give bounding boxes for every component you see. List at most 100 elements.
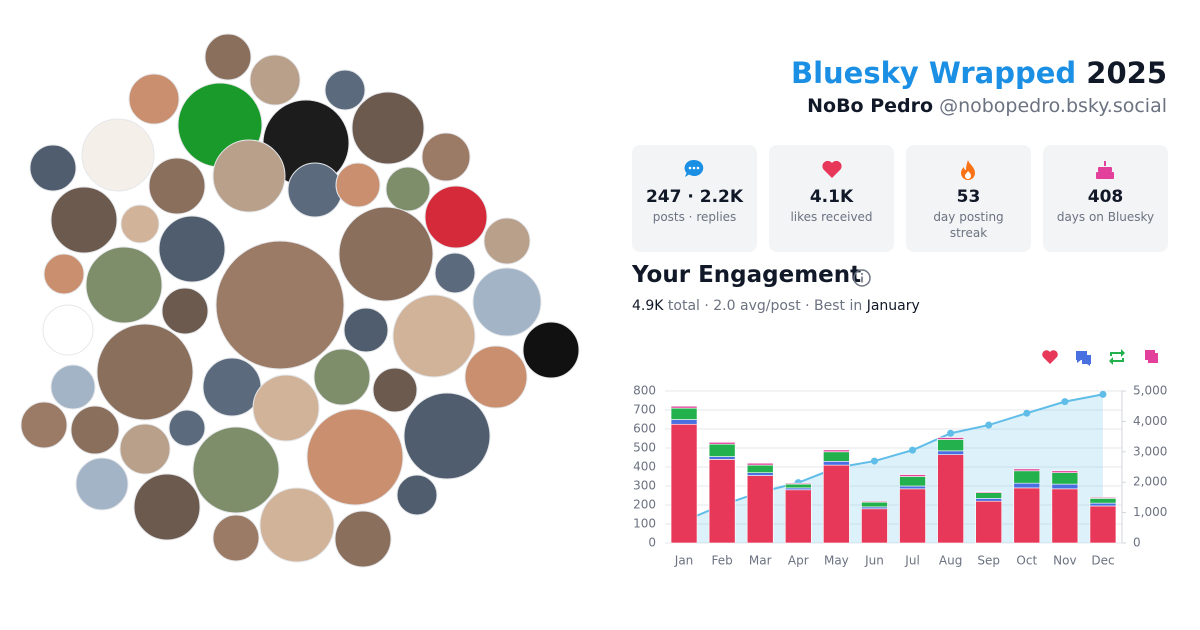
bar-segment xyxy=(746,462,774,466)
bar-segment xyxy=(937,439,964,452)
info-icon[interactable] xyxy=(852,268,872,288)
avatar xyxy=(334,510,392,568)
stat-value: 408 xyxy=(1087,187,1124,207)
summary: total · 2.0 avg/post · Best in xyxy=(667,298,863,314)
engagement-summary: 4.9K total · 2.0 avg/post · Best in Janu… xyxy=(632,298,920,314)
point xyxy=(1061,398,1069,406)
avatar xyxy=(421,132,471,182)
y2-tick-label: 3,000 xyxy=(1133,444,1167,458)
y-tick-label: 400 xyxy=(633,460,656,474)
title: Bluesky Wrapped 2025 xyxy=(791,56,1167,90)
avatar xyxy=(372,367,418,413)
total: 4.9K xyxy=(632,298,664,314)
stat-card: 408 days on Bluesky xyxy=(1043,145,1168,252)
bar-segment xyxy=(784,489,812,544)
x-tick-label: Oct xyxy=(1016,554,1037,568)
bar-segment xyxy=(1013,482,1041,489)
point xyxy=(985,421,993,429)
avatar xyxy=(464,345,528,409)
y-tick-label: 0 xyxy=(648,536,656,550)
bar-segment xyxy=(861,508,888,544)
stat-label: likes received xyxy=(790,210,873,224)
bar-segment xyxy=(746,472,774,476)
bar-segment xyxy=(1089,502,1117,507)
avatar xyxy=(343,307,389,353)
avatar xyxy=(128,73,180,125)
bar-segment xyxy=(1089,498,1117,504)
x-tick-label: Dec xyxy=(1091,554,1114,568)
x-tick-label: Sep xyxy=(977,554,1000,568)
bar-segment xyxy=(899,476,926,487)
avatar xyxy=(313,348,371,406)
bar-segment xyxy=(670,407,698,420)
legend-item[interactable] xyxy=(1109,349,1125,365)
y-tick-label: 200 xyxy=(633,498,656,512)
bar-segment xyxy=(937,454,964,544)
avatar xyxy=(204,33,252,81)
section-title: Your Engagement xyxy=(632,262,862,288)
avatar xyxy=(385,166,431,212)
avatar xyxy=(133,473,201,541)
avatar xyxy=(75,457,129,511)
bar-segment xyxy=(823,460,850,466)
y2-tick-label: 1,000 xyxy=(1133,505,1167,519)
best-month: January xyxy=(866,298,920,314)
avatar xyxy=(472,267,542,337)
bar-segment xyxy=(975,491,1003,493)
point xyxy=(909,446,917,454)
x-tick-label: Jan xyxy=(674,554,694,568)
legend-icon xyxy=(1109,349,1125,365)
y-tick-label: 100 xyxy=(633,517,656,531)
avatar xyxy=(85,246,163,324)
y2-tick-label: 5,000 xyxy=(1133,384,1167,398)
avatar xyxy=(252,374,320,442)
bar-segment xyxy=(899,474,926,477)
point xyxy=(947,429,955,437)
bar-segment xyxy=(1013,487,1041,544)
stat-card: 247 · 2.2K posts · replies xyxy=(632,145,757,252)
stat-card: 4.1K likes received xyxy=(769,145,894,252)
icon xyxy=(684,159,704,177)
bar-segment xyxy=(1051,472,1079,485)
avatar xyxy=(335,162,381,208)
bar-segment xyxy=(708,443,736,457)
y2-tick-label: 4,000 xyxy=(1133,414,1167,428)
avatar xyxy=(483,217,531,265)
avatar xyxy=(70,405,120,455)
avatar xyxy=(43,253,85,295)
avatar xyxy=(306,408,404,506)
avatar xyxy=(50,186,118,254)
avatar xyxy=(96,323,194,421)
bar-segment xyxy=(1089,497,1117,499)
legend-item[interactable] xyxy=(1076,351,1091,366)
stat-card: 53 day posting streak xyxy=(906,145,1031,252)
bar-segment xyxy=(1051,470,1079,473)
legend-item[interactable] xyxy=(1145,350,1158,363)
avatar xyxy=(392,294,476,378)
avatar xyxy=(287,162,343,218)
y2-tick-label: 0 xyxy=(1133,536,1141,550)
x-tick-label: Apr xyxy=(788,554,809,568)
legend-icon xyxy=(1076,351,1091,366)
bar-segment xyxy=(899,488,926,544)
point xyxy=(1099,390,1107,398)
legend-icon xyxy=(1042,350,1058,364)
bar-segment xyxy=(746,464,774,474)
avatar xyxy=(120,204,160,244)
icon xyxy=(961,160,975,180)
bar-segment xyxy=(975,492,1003,499)
avatar xyxy=(338,206,434,302)
bar-segment xyxy=(708,456,736,460)
avatar xyxy=(29,144,77,192)
avatar xyxy=(81,118,155,192)
bar-segment xyxy=(861,500,888,503)
legend-item[interactable] xyxy=(1042,350,1058,364)
legend-icon xyxy=(1145,350,1158,363)
avatar xyxy=(403,392,491,480)
avatar xyxy=(324,69,366,111)
avatar xyxy=(50,364,96,410)
avatar xyxy=(192,426,280,514)
point xyxy=(1023,409,1031,417)
